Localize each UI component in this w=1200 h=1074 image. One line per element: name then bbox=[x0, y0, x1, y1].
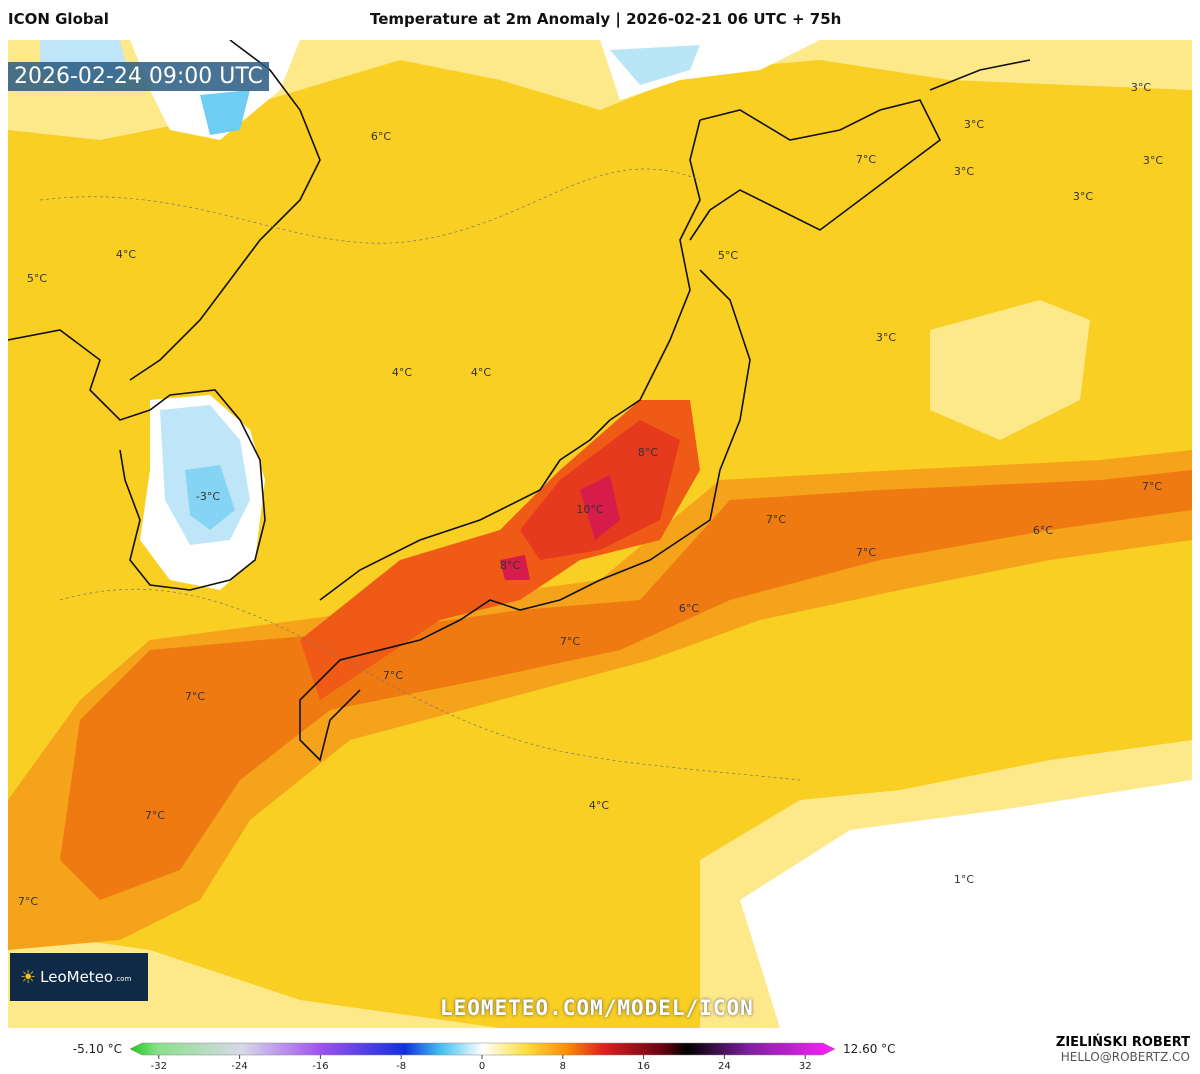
map-label: 5°C bbox=[718, 249, 738, 262]
author: ZIELIŃSKI ROBERT HELLO@ROBERTZ.CO bbox=[1056, 1035, 1190, 1065]
colorbar-tick-label: -32 bbox=[151, 1061, 167, 1072]
map-label: 7°C bbox=[1142, 480, 1162, 493]
colorbar-max: 12.60 °C bbox=[843, 1042, 896, 1056]
colorbar-tick-label: 32 bbox=[799, 1061, 812, 1072]
valid-time: 2026-02-24 09:00 UTC bbox=[8, 62, 269, 91]
map-label: 7°C bbox=[18, 895, 38, 908]
map-label: 3°C bbox=[964, 118, 984, 131]
map-label: 7°C bbox=[560, 635, 580, 648]
colorbar-tick-label: -16 bbox=[312, 1061, 328, 1072]
map-label: -3°C bbox=[196, 490, 220, 503]
map-label: 1°C bbox=[954, 873, 974, 886]
logo: ☀ LeoMeteo .com bbox=[10, 953, 148, 1001]
map-label: 6°C bbox=[679, 602, 699, 615]
map-title: Temperature at 2m Anomaly | 2026-02-21 0… bbox=[370, 10, 842, 28]
map-label: 3°C bbox=[1131, 81, 1151, 94]
map-label: 4°C bbox=[589, 799, 609, 812]
colorbar-tick-label: 0 bbox=[479, 1061, 485, 1072]
map-label: 3°C bbox=[876, 331, 896, 344]
model-name: ICON Global bbox=[8, 10, 109, 28]
map-label: 4°C bbox=[116, 248, 136, 261]
map-label: 7°C bbox=[383, 669, 403, 682]
map-label: 10°C bbox=[576, 503, 603, 516]
map-label: 4°C bbox=[471, 366, 491, 379]
colorbar-tick-label: -8 bbox=[396, 1061, 406, 1072]
watermark: LEOMETEO.COM/MODEL/ICON bbox=[440, 996, 754, 1020]
map-label: 8°C bbox=[500, 559, 520, 572]
map-label: 6°C bbox=[371, 130, 391, 143]
map-label: 5°C bbox=[27, 272, 47, 285]
map-label: 3°C bbox=[1143, 154, 1163, 167]
map-label: 7°C bbox=[766, 513, 786, 526]
map: 6°C 4°C 5°C 4°C 4°C -3°C 3°C 3°C 7°C 3°C 3°C 3°C 5°C… bbox=[8, 40, 1192, 1028]
colorbar-tick-label: 8 bbox=[560, 1061, 566, 1072]
map-label: 8°C bbox=[638, 446, 658, 459]
author-email: HELLO@ROBERTZ.CO bbox=[1060, 1050, 1190, 1064]
colorbar: -5.10 °C 12.60 °C -32 -24 -16 -8 0 8 16 24 32 bbox=[73, 1042, 896, 1072]
colorbar-min: -5.10 °C bbox=[73, 1042, 122, 1056]
map-label: 7°C bbox=[185, 690, 205, 703]
map-label: 7°C bbox=[856, 153, 876, 166]
map-label: 7°C bbox=[145, 809, 165, 822]
colorbar-tick-label: 16 bbox=[637, 1061, 650, 1072]
author-name: ZIELIŃSKI ROBERT bbox=[1055, 1035, 1190, 1050]
map-label: 4°C bbox=[392, 366, 412, 379]
map-label: 3°C bbox=[954, 165, 974, 178]
logo-name: LeoMeteo bbox=[40, 968, 114, 986]
map-label: 7°C bbox=[856, 546, 876, 559]
map-label: 6°C bbox=[1033, 524, 1053, 537]
colorbar-tick-label: -24 bbox=[231, 1061, 247, 1072]
logo-suffix: .com bbox=[114, 975, 132, 983]
colorbar-tick-label: 24 bbox=[718, 1061, 731, 1072]
map-label: 3°C bbox=[1073, 190, 1093, 203]
